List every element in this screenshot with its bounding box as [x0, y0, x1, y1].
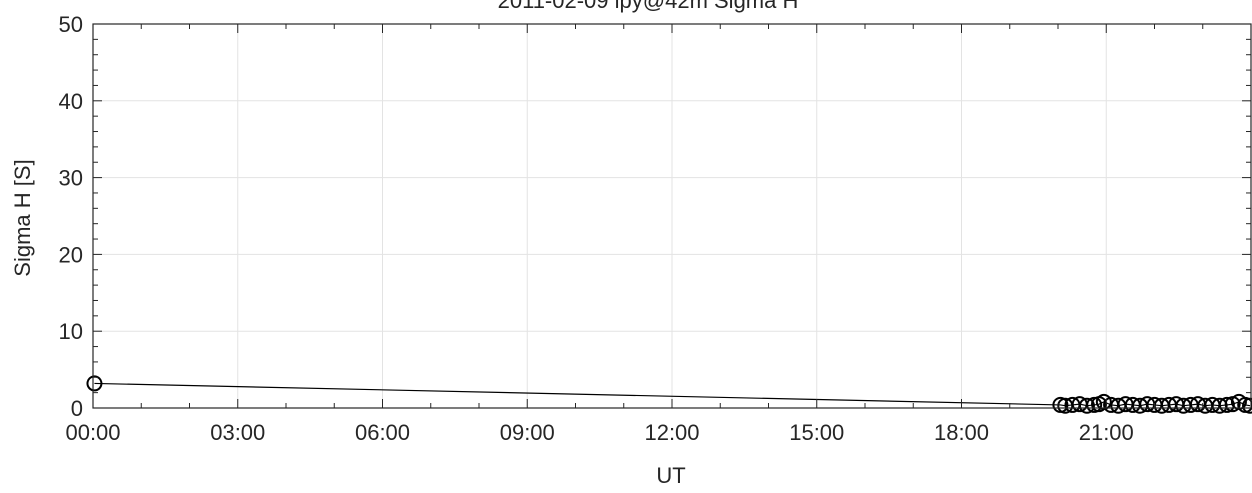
y-axis-label: Sigma H [S] — [10, 159, 35, 276]
x-tick-label: 12:00 — [644, 420, 699, 445]
x-tick-label: 21:00 — [1079, 420, 1134, 445]
y-tick-label: 30 — [59, 166, 83, 191]
x-tick-label: 15:00 — [789, 420, 844, 445]
data-point — [1095, 393, 1112, 410]
y-tick-label: 20 — [59, 242, 83, 267]
x-tick-label: 00:00 — [65, 420, 120, 445]
y-tick-label: 0 — [71, 396, 83, 421]
data-point — [1242, 397, 1252, 414]
chart-title: 2011-02-09 lpy@42m Sigma H — [498, 0, 799, 13]
x-tick-label: 09:00 — [500, 420, 555, 445]
data-point — [1078, 397, 1095, 414]
x-tick-label: 06:00 — [355, 420, 410, 445]
y-tick-label: 10 — [59, 319, 83, 344]
grid — [92, 23, 1251, 409]
series-group — [86, 375, 1252, 414]
x-tick-label: 03:00 — [210, 420, 265, 445]
x-tick-label: 18:00 — [934, 420, 989, 445]
y-tick-label: 40 — [59, 89, 83, 114]
ticks: 00:00 03:00 06:00 09:00 12:00 15:00 18:00 21:00… — [59, 12, 1251, 445]
data-point — [86, 375, 103, 392]
y-tick-label: 50 — [59, 12, 83, 37]
data-point — [1218, 396, 1235, 413]
x-axis-label: UT — [656, 463, 685, 488]
